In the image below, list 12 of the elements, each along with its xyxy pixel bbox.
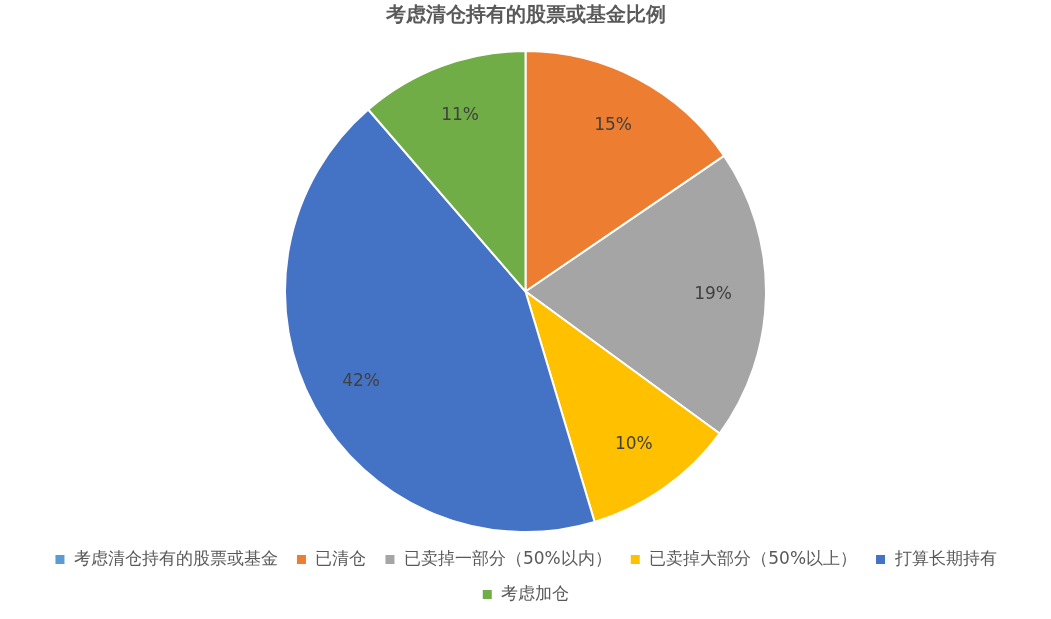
data-label: 10% [614, 433, 653, 454]
legend-label: 已卖掉大部分（50%以上） [649, 547, 858, 568]
legend-label: 已清仓 [315, 547, 367, 568]
legend-label: 打算长期持有 [893, 547, 997, 568]
data-label: 42% [342, 370, 380, 391]
data-label: 11% [441, 104, 479, 125]
legend-label: 考虑加仓 [501, 582, 570, 603]
data-label: 19% [694, 282, 732, 303]
legend-label: 考虑清仓持有的股票或基金 [73, 547, 278, 568]
chart-title: 考虑清仓持有的股票或基金比例 [384, 2, 666, 27]
data-label: 15% [594, 114, 632, 135]
legend-label: 已卖掉一部分（50%以内） [403, 547, 612, 568]
